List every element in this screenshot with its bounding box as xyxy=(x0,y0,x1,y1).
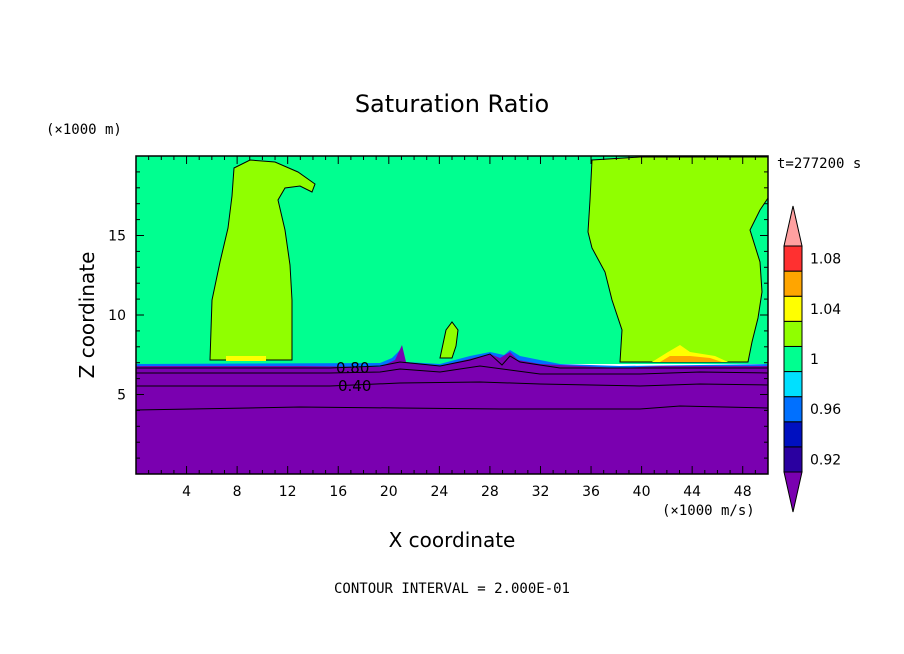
x-tick-label: 40 xyxy=(633,484,651,500)
x-tick-label: 12 xyxy=(279,484,297,500)
colorbar-tick-label: 0.96 xyxy=(810,402,841,418)
colorbar-swatch xyxy=(783,446,803,473)
x-axis-unit: (×1000 m/s) xyxy=(662,503,755,519)
contour-label-0.80: 0.80 xyxy=(336,359,369,377)
small-cell-region xyxy=(439,321,459,359)
colorbar-swatch xyxy=(783,295,803,322)
colorbar-swatch xyxy=(783,371,803,398)
chart-title: Saturation Ratio xyxy=(355,90,549,118)
contour-line-0.80 xyxy=(136,365,769,375)
y-tick-label: 5 xyxy=(117,388,126,404)
colorbar-swatch xyxy=(783,270,803,297)
x-tick-label: 20 xyxy=(380,484,398,500)
right-higher-patch xyxy=(660,356,722,362)
contour-label-0.40: 0.40 xyxy=(338,377,371,395)
x-tick-label: 24 xyxy=(430,484,448,500)
colorbar-top-arrow xyxy=(783,205,803,247)
colorbar-swatch xyxy=(783,320,803,347)
x-axis-label: X coordinate xyxy=(389,528,516,552)
contour-line-1 xyxy=(136,353,768,369)
colorbar-swatch xyxy=(783,396,803,423)
lower-layer-region xyxy=(136,345,768,474)
y-tick-label: 10 xyxy=(108,308,126,324)
contour-line-0.40 xyxy=(136,381,769,387)
colorbar-tick-label: 1.08 xyxy=(810,252,841,268)
colorbar-bottom-arrow xyxy=(783,471,803,513)
colorbar-tick-label: 1.04 xyxy=(810,302,841,318)
colorbar-tick-label: 0.92 xyxy=(810,452,841,468)
y-axis-label: Z coordinate xyxy=(75,252,99,379)
colorbar-swatch xyxy=(783,421,803,448)
x-tick-label: 32 xyxy=(532,484,550,500)
colorbar-tick-label: 1 xyxy=(810,352,819,368)
x-tick-label: 48 xyxy=(734,484,752,500)
x-tick-label: 44 xyxy=(683,484,701,500)
x-tick-label: 8 xyxy=(233,484,242,500)
left-plume-region xyxy=(209,159,316,361)
colorbar: 1.08 1.04 1 0.96 0.92 xyxy=(783,205,841,513)
y-axis-unit: (×1000 m) xyxy=(46,122,122,138)
contour-interval-note: CONTOUR INTERVAL = 2.000E-01 xyxy=(334,581,570,597)
y-tick-label: 15 xyxy=(108,229,126,245)
x-tick-label: 36 xyxy=(582,484,600,500)
x-tick-label: 4 xyxy=(182,484,191,500)
left-high-patch xyxy=(226,356,266,361)
contour-line-low xyxy=(135,405,769,411)
colorbar-swatch xyxy=(783,345,803,373)
x-tick-label: 28 xyxy=(481,484,499,500)
x-tick-label: 16 xyxy=(329,484,347,500)
colorbar-swatch xyxy=(783,245,803,272)
time-label: t=277200 s xyxy=(777,156,861,172)
saturation-boundary xyxy=(136,350,768,368)
